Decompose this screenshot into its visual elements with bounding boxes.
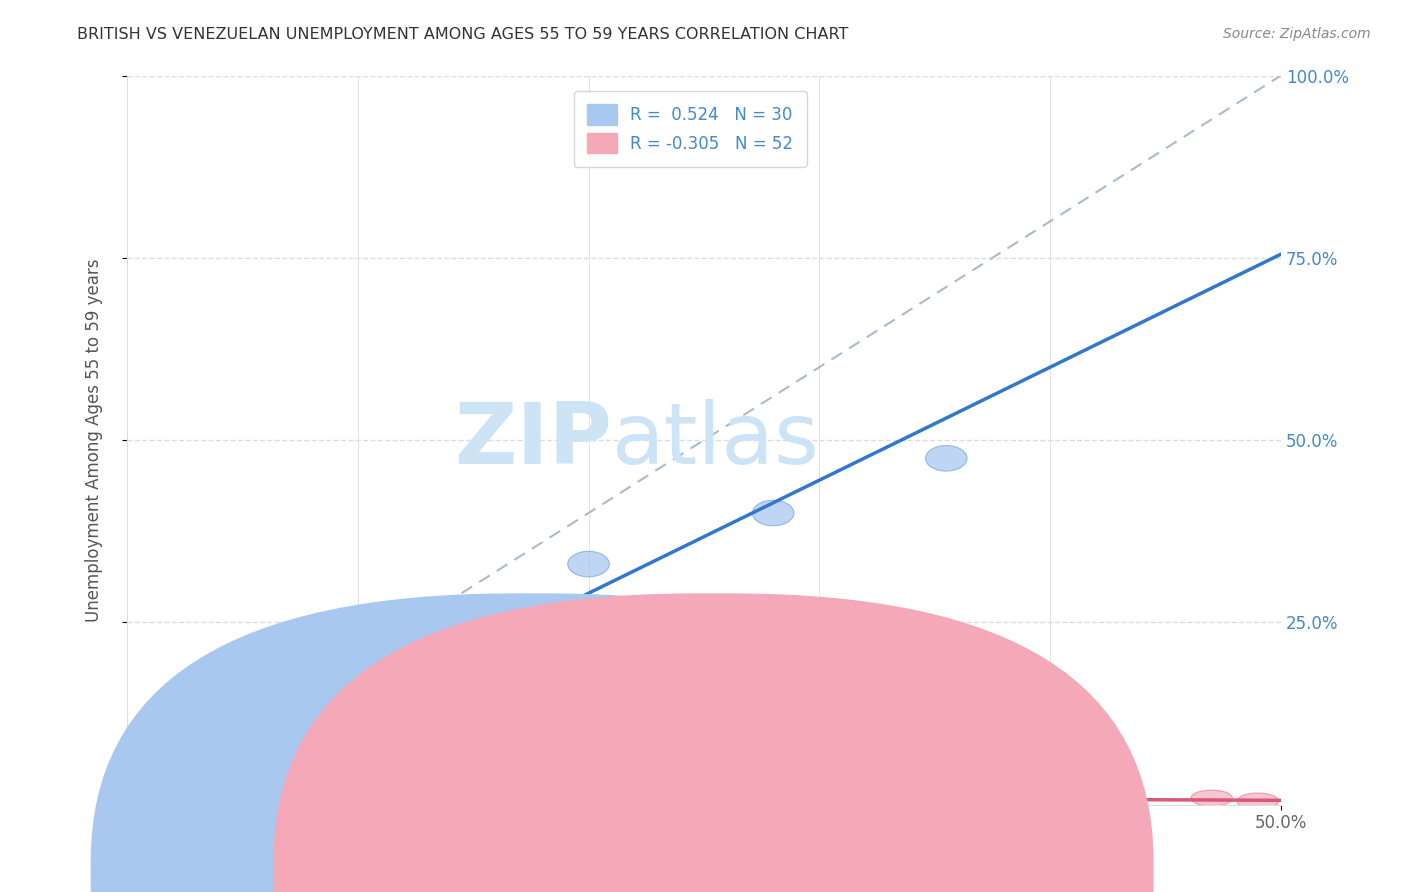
Ellipse shape [194, 791, 235, 807]
Ellipse shape [209, 756, 252, 781]
Ellipse shape [925, 446, 967, 471]
Ellipse shape [337, 665, 378, 690]
Ellipse shape [614, 787, 655, 803]
Ellipse shape [280, 719, 321, 745]
Ellipse shape [1053, 789, 1094, 805]
Ellipse shape [314, 679, 356, 705]
Ellipse shape [170, 791, 212, 807]
Ellipse shape [202, 790, 245, 806]
Ellipse shape [429, 621, 471, 646]
Ellipse shape [291, 705, 332, 730]
Ellipse shape [157, 791, 198, 807]
Legend: R =  0.524   N = 30, R = -0.305   N = 52: R = 0.524 N = 30, R = -0.305 N = 52 [574, 91, 807, 167]
Ellipse shape [129, 793, 170, 809]
Ellipse shape [314, 789, 356, 805]
Ellipse shape [165, 773, 205, 799]
Ellipse shape [337, 789, 378, 805]
Ellipse shape [868, 788, 910, 804]
Ellipse shape [148, 792, 190, 808]
Ellipse shape [960, 789, 1001, 805]
Ellipse shape [125, 793, 166, 809]
Ellipse shape [118, 793, 159, 809]
Ellipse shape [360, 649, 402, 675]
Y-axis label: Unemployment Among Ages 55 to 59 years: Unemployment Among Ages 55 to 59 years [86, 259, 103, 622]
Text: Source: ZipAtlas.com: Source: ZipAtlas.com [1223, 27, 1371, 41]
Ellipse shape [568, 551, 609, 577]
Ellipse shape [141, 792, 183, 808]
Text: Venezuelans: Venezuelans [731, 855, 835, 872]
Text: BRITISH VS VENEZUELAN UNEMPLOYMENT AMONG AGES 55 TO 59 YEARS CORRELATION CHART: BRITISH VS VENEZUELAN UNEMPLOYMENT AMONG… [77, 27, 849, 42]
Ellipse shape [637, 787, 679, 803]
Ellipse shape [152, 777, 194, 803]
Ellipse shape [209, 790, 252, 806]
Ellipse shape [522, 787, 564, 803]
Ellipse shape [1237, 793, 1278, 809]
Ellipse shape [776, 788, 817, 804]
Ellipse shape [141, 781, 183, 806]
Text: British: British [562, 855, 616, 872]
Ellipse shape [730, 788, 770, 804]
Ellipse shape [360, 789, 402, 805]
Ellipse shape [429, 788, 471, 804]
Ellipse shape [233, 748, 274, 773]
Ellipse shape [1098, 789, 1140, 805]
Ellipse shape [222, 790, 263, 806]
Ellipse shape [1191, 790, 1233, 806]
Ellipse shape [752, 500, 794, 525]
Ellipse shape [176, 791, 217, 807]
Ellipse shape [302, 789, 344, 805]
Text: atlas: atlas [612, 399, 820, 482]
Ellipse shape [302, 690, 344, 715]
Ellipse shape [371, 646, 413, 672]
Text: ZIP: ZIP [454, 399, 612, 482]
Ellipse shape [291, 789, 332, 805]
Ellipse shape [245, 789, 287, 805]
Ellipse shape [233, 789, 274, 805]
Ellipse shape [349, 657, 389, 682]
Ellipse shape [134, 793, 176, 809]
Ellipse shape [683, 787, 724, 803]
Ellipse shape [914, 788, 956, 804]
Ellipse shape [176, 770, 217, 796]
Ellipse shape [475, 788, 517, 804]
Ellipse shape [544, 787, 586, 803]
Ellipse shape [406, 788, 447, 804]
Ellipse shape [280, 789, 321, 805]
Ellipse shape [382, 639, 425, 665]
Ellipse shape [165, 791, 205, 807]
Ellipse shape [152, 792, 194, 808]
Ellipse shape [325, 675, 367, 701]
Ellipse shape [499, 788, 540, 804]
Ellipse shape [568, 787, 609, 803]
Ellipse shape [198, 763, 240, 789]
Ellipse shape [382, 788, 425, 804]
Ellipse shape [267, 789, 309, 805]
Ellipse shape [245, 745, 287, 770]
Ellipse shape [267, 733, 309, 759]
Ellipse shape [406, 632, 447, 657]
Ellipse shape [256, 741, 298, 766]
Ellipse shape [187, 763, 228, 789]
Ellipse shape [118, 789, 159, 814]
Ellipse shape [187, 791, 228, 807]
Ellipse shape [180, 791, 222, 807]
Ellipse shape [256, 789, 298, 805]
Ellipse shape [129, 785, 170, 810]
Ellipse shape [591, 787, 633, 803]
Ellipse shape [453, 788, 494, 804]
Ellipse shape [198, 790, 240, 806]
Ellipse shape [222, 759, 263, 785]
Ellipse shape [821, 788, 863, 804]
Ellipse shape [464, 602, 505, 628]
Ellipse shape [1007, 789, 1047, 805]
